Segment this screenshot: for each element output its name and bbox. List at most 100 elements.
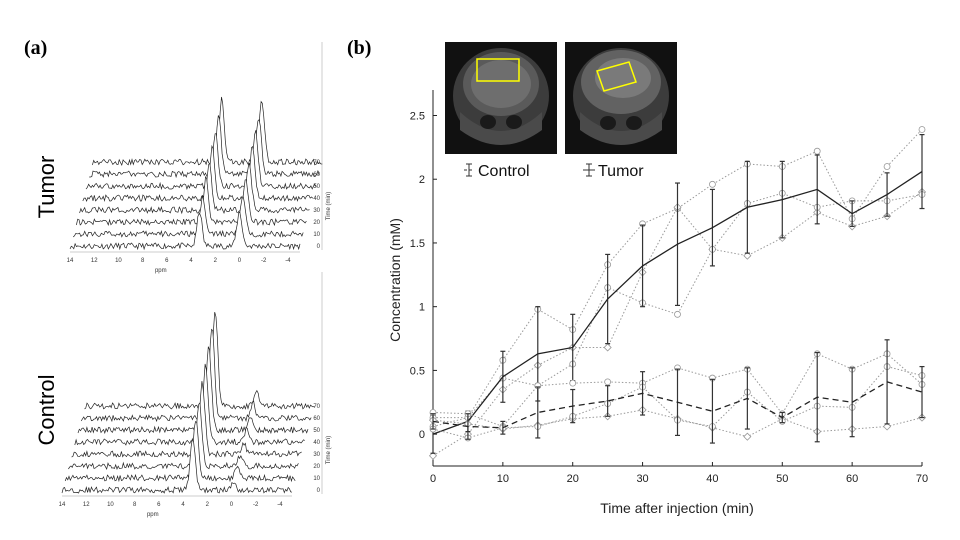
x-tick-label: 70	[916, 473, 928, 485]
spectrum-mask	[70, 212, 300, 250]
spectrum-trace	[74, 363, 305, 446]
control-label: Control	[34, 375, 59, 446]
ppm-axis-label: ppm	[147, 512, 159, 518]
x-tick-label: 50	[776, 473, 788, 485]
tumor-individual-point	[743, 251, 752, 260]
mri-control-image	[445, 42, 557, 154]
y-axis-label: Concentration (mM)	[387, 218, 403, 342]
spectrum-trace	[92, 96, 323, 166]
spectrum-trace	[71, 381, 302, 458]
control-individual-trace	[432, 366, 923, 439]
tumor-individual-point	[603, 343, 612, 352]
time-axis-label: Time (min)	[326, 436, 332, 464]
time-tick-label: 0	[317, 244, 321, 250]
y-tick-label: 0.5	[410, 365, 425, 377]
time-tick-label: 20	[313, 464, 320, 470]
spectrum-trace	[85, 130, 317, 191]
tumor-series	[428, 126, 927, 460]
spectrum-trace	[82, 144, 314, 202]
x-tick-label: 40	[706, 473, 718, 485]
spectrum-trace	[76, 175, 307, 227]
time-tick-label: 0	[317, 488, 321, 494]
spectrum-mask	[89, 115, 320, 178]
tumor-individual-point	[428, 451, 438, 460]
x-ticks: 0 10 20 30 40 50 60 70	[430, 462, 928, 485]
tumor-individual-point	[918, 126, 926, 133]
ppm-tick-label: 14	[59, 502, 66, 508]
tumor-roi-box	[596, 61, 637, 92]
spectrum-trace	[72, 194, 304, 238]
ppm-tick-label: 2	[206, 502, 210, 508]
control-error-bar	[849, 367, 855, 438]
spectrum-mask	[82, 146, 313, 202]
legend-control-marker	[464, 163, 474, 177]
control-error-bar	[709, 378, 715, 444]
y-tick-label: 2	[419, 174, 425, 186]
panel-b-label: (b)	[347, 37, 371, 59]
y-tick-label: 1.5	[410, 238, 425, 250]
tumor-individual-trace	[433, 129, 923, 419]
y-tick-label: 2.5	[410, 110, 425, 122]
y-ticks: 0 0.5 1 1.5 2 2.5	[410, 110, 437, 441]
ppm-tick-label: 14	[67, 258, 74, 264]
spectrum-trace	[69, 212, 301, 251]
x-tick-label: 20	[567, 473, 579, 485]
spectrum-trace	[80, 328, 312, 423]
ppm-tick-label: 10	[115, 258, 122, 264]
time-tick-label: 10	[313, 476, 320, 482]
time-tick-label: 40	[313, 440, 320, 446]
ppm-tick-label: -4	[277, 502, 283, 508]
spectrum-mask	[73, 195, 304, 238]
tumor-individual-point	[709, 180, 716, 188]
time-tick-label: 50	[313, 428, 320, 434]
ppm-tick-label: 12	[91, 258, 98, 264]
tumor-mean-line	[432, 171, 923, 435]
ppm-tick-label: 4	[189, 258, 193, 264]
ppm-tick-label: 4	[181, 502, 185, 508]
y-tick-label: 1	[419, 302, 425, 314]
x-tick-label: 0	[430, 473, 436, 485]
ppm-tick-label: 6	[165, 258, 169, 264]
legend-tumor-marker	[583, 163, 595, 177]
tumor-individual-point	[813, 147, 821, 155]
ppm-tick-label: 10	[107, 502, 114, 508]
control-individual-point	[883, 422, 892, 431]
ppm-tick-label: -4	[285, 258, 291, 264]
time-tick-label: 30	[313, 208, 320, 214]
spectrum-mask	[79, 163, 310, 214]
spectrum-trace	[64, 421, 296, 483]
ppm-tick-label: 12	[83, 502, 90, 508]
ppm-tick-label: 2	[214, 258, 218, 264]
control-error-bar	[535, 386, 541, 439]
ppm-tick-label: -2	[253, 502, 259, 508]
ppm-tick-label: 0	[238, 258, 242, 264]
spectrum-mask	[86, 130, 316, 190]
spectrum-trace	[89, 115, 320, 179]
series-layer	[428, 126, 927, 460]
time-tick-label: 20	[313, 220, 320, 226]
tumor-individual-point	[674, 310, 681, 318]
x-tick-label: 10	[497, 473, 509, 485]
spectrum-mask	[84, 312, 315, 410]
spectrum-trace	[79, 162, 310, 215]
spectrum-trace	[61, 437, 293, 494]
y-tick-label: 0	[419, 429, 425, 441]
mri-tumor-image	[565, 42, 677, 154]
time-tick-label: 60	[313, 172, 320, 178]
control-individual-point	[743, 432, 752, 441]
time-tick-label: 70	[313, 160, 320, 166]
time-tick-label: 30	[313, 452, 320, 458]
control-individual-point	[569, 379, 577, 387]
time-tick-label: 60	[313, 416, 320, 422]
ppm-tick-label: 8	[141, 258, 145, 264]
time-axis-label: Time (min)	[326, 192, 332, 220]
time-tick-label: 50	[313, 184, 320, 190]
tumor-individual-point	[883, 163, 891, 170]
spectrum-mask	[68, 402, 299, 470]
legend-control-label: Control	[478, 163, 530, 180]
time-tick-label: 70	[313, 404, 320, 410]
ppm-tick-label: 0	[230, 502, 234, 508]
control-series	[428, 339, 927, 444]
x-axis-label: Time after injection (min)	[600, 500, 754, 516]
